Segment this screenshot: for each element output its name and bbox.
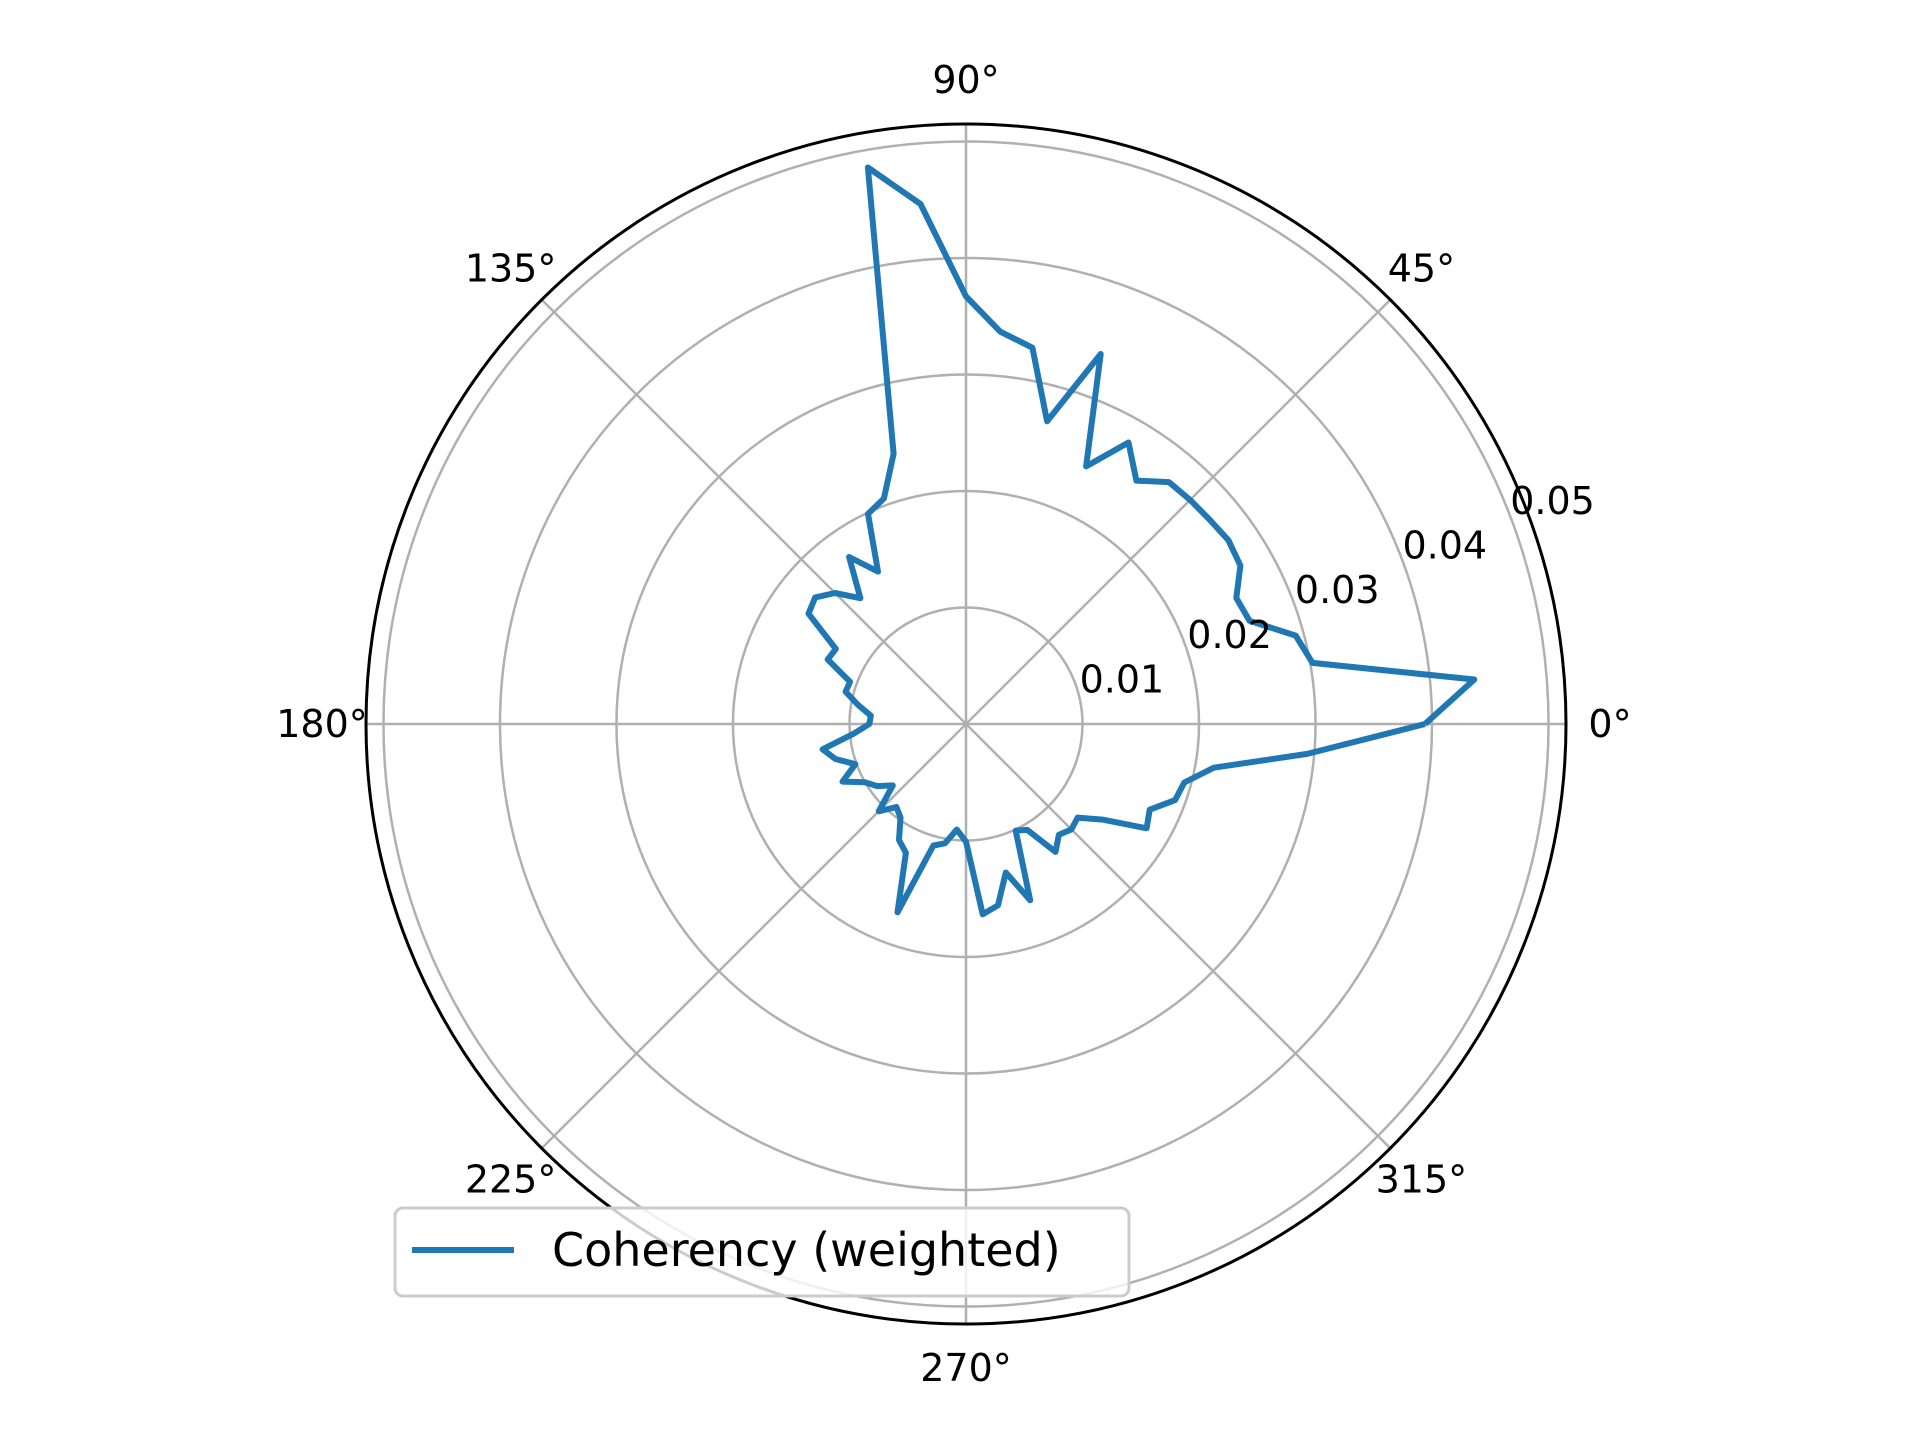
grid-layer: [366, 124, 1566, 1324]
theta-tick-label: 270°: [920, 1346, 1012, 1390]
r-tick-label: 0.03: [1295, 568, 1380, 612]
theta-tick-label: 45°: [1388, 247, 1455, 291]
legend-label: Coherency (weighted): [552, 1223, 1061, 1277]
series-line: [805, 164, 1478, 918]
r-tick-label: 0.04: [1403, 524, 1488, 568]
legend: Coherency (weighted): [393, 1206, 1131, 1298]
theta-tick-label: 90°: [932, 58, 999, 102]
angular-grid-line: [965, 298, 1392, 725]
r-tick-label: 0.05: [1510, 479, 1595, 523]
polar-frame: [364, 122, 1568, 1326]
legend-box: [393, 1206, 1131, 1298]
theta-tick-label: 0°: [1588, 702, 1631, 746]
theta-tick-label: 225°: [465, 1157, 557, 1201]
theta-tick-label: 180°: [276, 702, 368, 746]
r-tick-label: 0.02: [1187, 613, 1272, 657]
angular-grid-line: [540, 298, 967, 725]
theta-tick-label: 135°: [465, 247, 557, 291]
frame-layer: [364, 122, 1568, 1326]
label-layer: 0° 45° 90° 135° 180° 225° 270° 315° 0.01 0.02 0.03…: [276, 58, 1631, 1390]
r-tick-label: 0.01: [1080, 657, 1165, 701]
theta-tick-label: 315°: [1376, 1157, 1468, 1201]
series-layer: [805, 164, 1478, 918]
angular-grid-line: [965, 723, 1392, 1150]
angular-grid-line: [540, 723, 967, 1150]
